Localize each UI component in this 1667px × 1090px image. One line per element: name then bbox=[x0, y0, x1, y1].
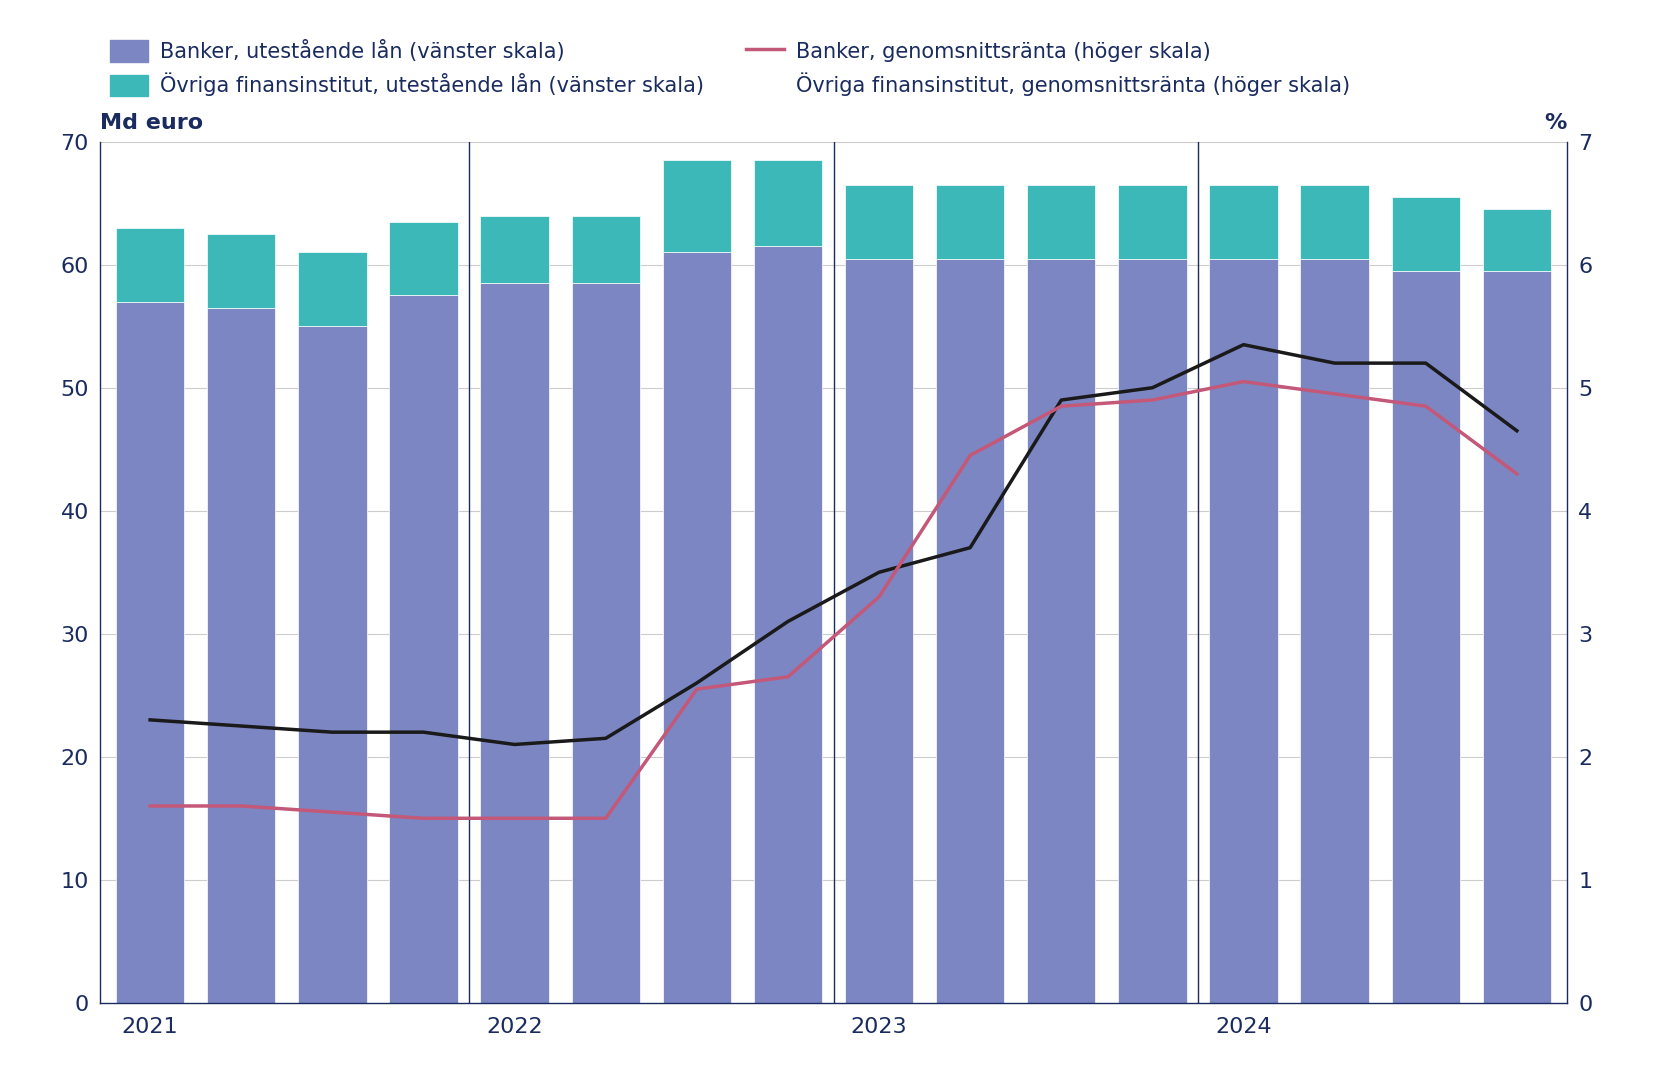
Bar bbox=[1300, 184, 1369, 258]
Bar bbox=[753, 246, 822, 1003]
Bar bbox=[1392, 270, 1460, 1003]
Bar bbox=[1119, 184, 1187, 258]
Bar bbox=[1300, 258, 1369, 1003]
Text: %: % bbox=[1545, 113, 1567, 133]
Text: Md euro: Md euro bbox=[100, 113, 203, 133]
Bar bbox=[1392, 197, 1460, 270]
Bar bbox=[117, 302, 185, 1003]
Bar bbox=[753, 160, 822, 246]
Bar bbox=[390, 221, 458, 295]
Bar bbox=[1209, 258, 1277, 1003]
Bar bbox=[663, 253, 732, 1003]
Bar bbox=[1482, 209, 1550, 270]
Bar bbox=[572, 216, 640, 283]
Bar bbox=[1027, 258, 1095, 1003]
Bar bbox=[1119, 258, 1187, 1003]
Bar bbox=[298, 326, 367, 1003]
Bar bbox=[1482, 270, 1550, 1003]
Bar bbox=[1027, 184, 1095, 258]
Bar bbox=[572, 283, 640, 1003]
Bar bbox=[935, 258, 1004, 1003]
Bar bbox=[845, 258, 914, 1003]
Bar bbox=[935, 184, 1004, 258]
Bar bbox=[663, 160, 732, 253]
Bar bbox=[207, 307, 275, 1003]
Bar bbox=[480, 216, 548, 283]
Bar bbox=[845, 184, 914, 258]
Bar bbox=[390, 295, 458, 1003]
Bar bbox=[1209, 184, 1277, 258]
Bar bbox=[207, 234, 275, 307]
Legend: Banker, utestående lån (vänster skala), Övriga finansinstitut, utestående lån (v: Banker, utestående lån (vänster skala), … bbox=[110, 40, 1350, 96]
Bar bbox=[298, 253, 367, 326]
Bar bbox=[480, 283, 548, 1003]
Bar bbox=[117, 228, 185, 302]
